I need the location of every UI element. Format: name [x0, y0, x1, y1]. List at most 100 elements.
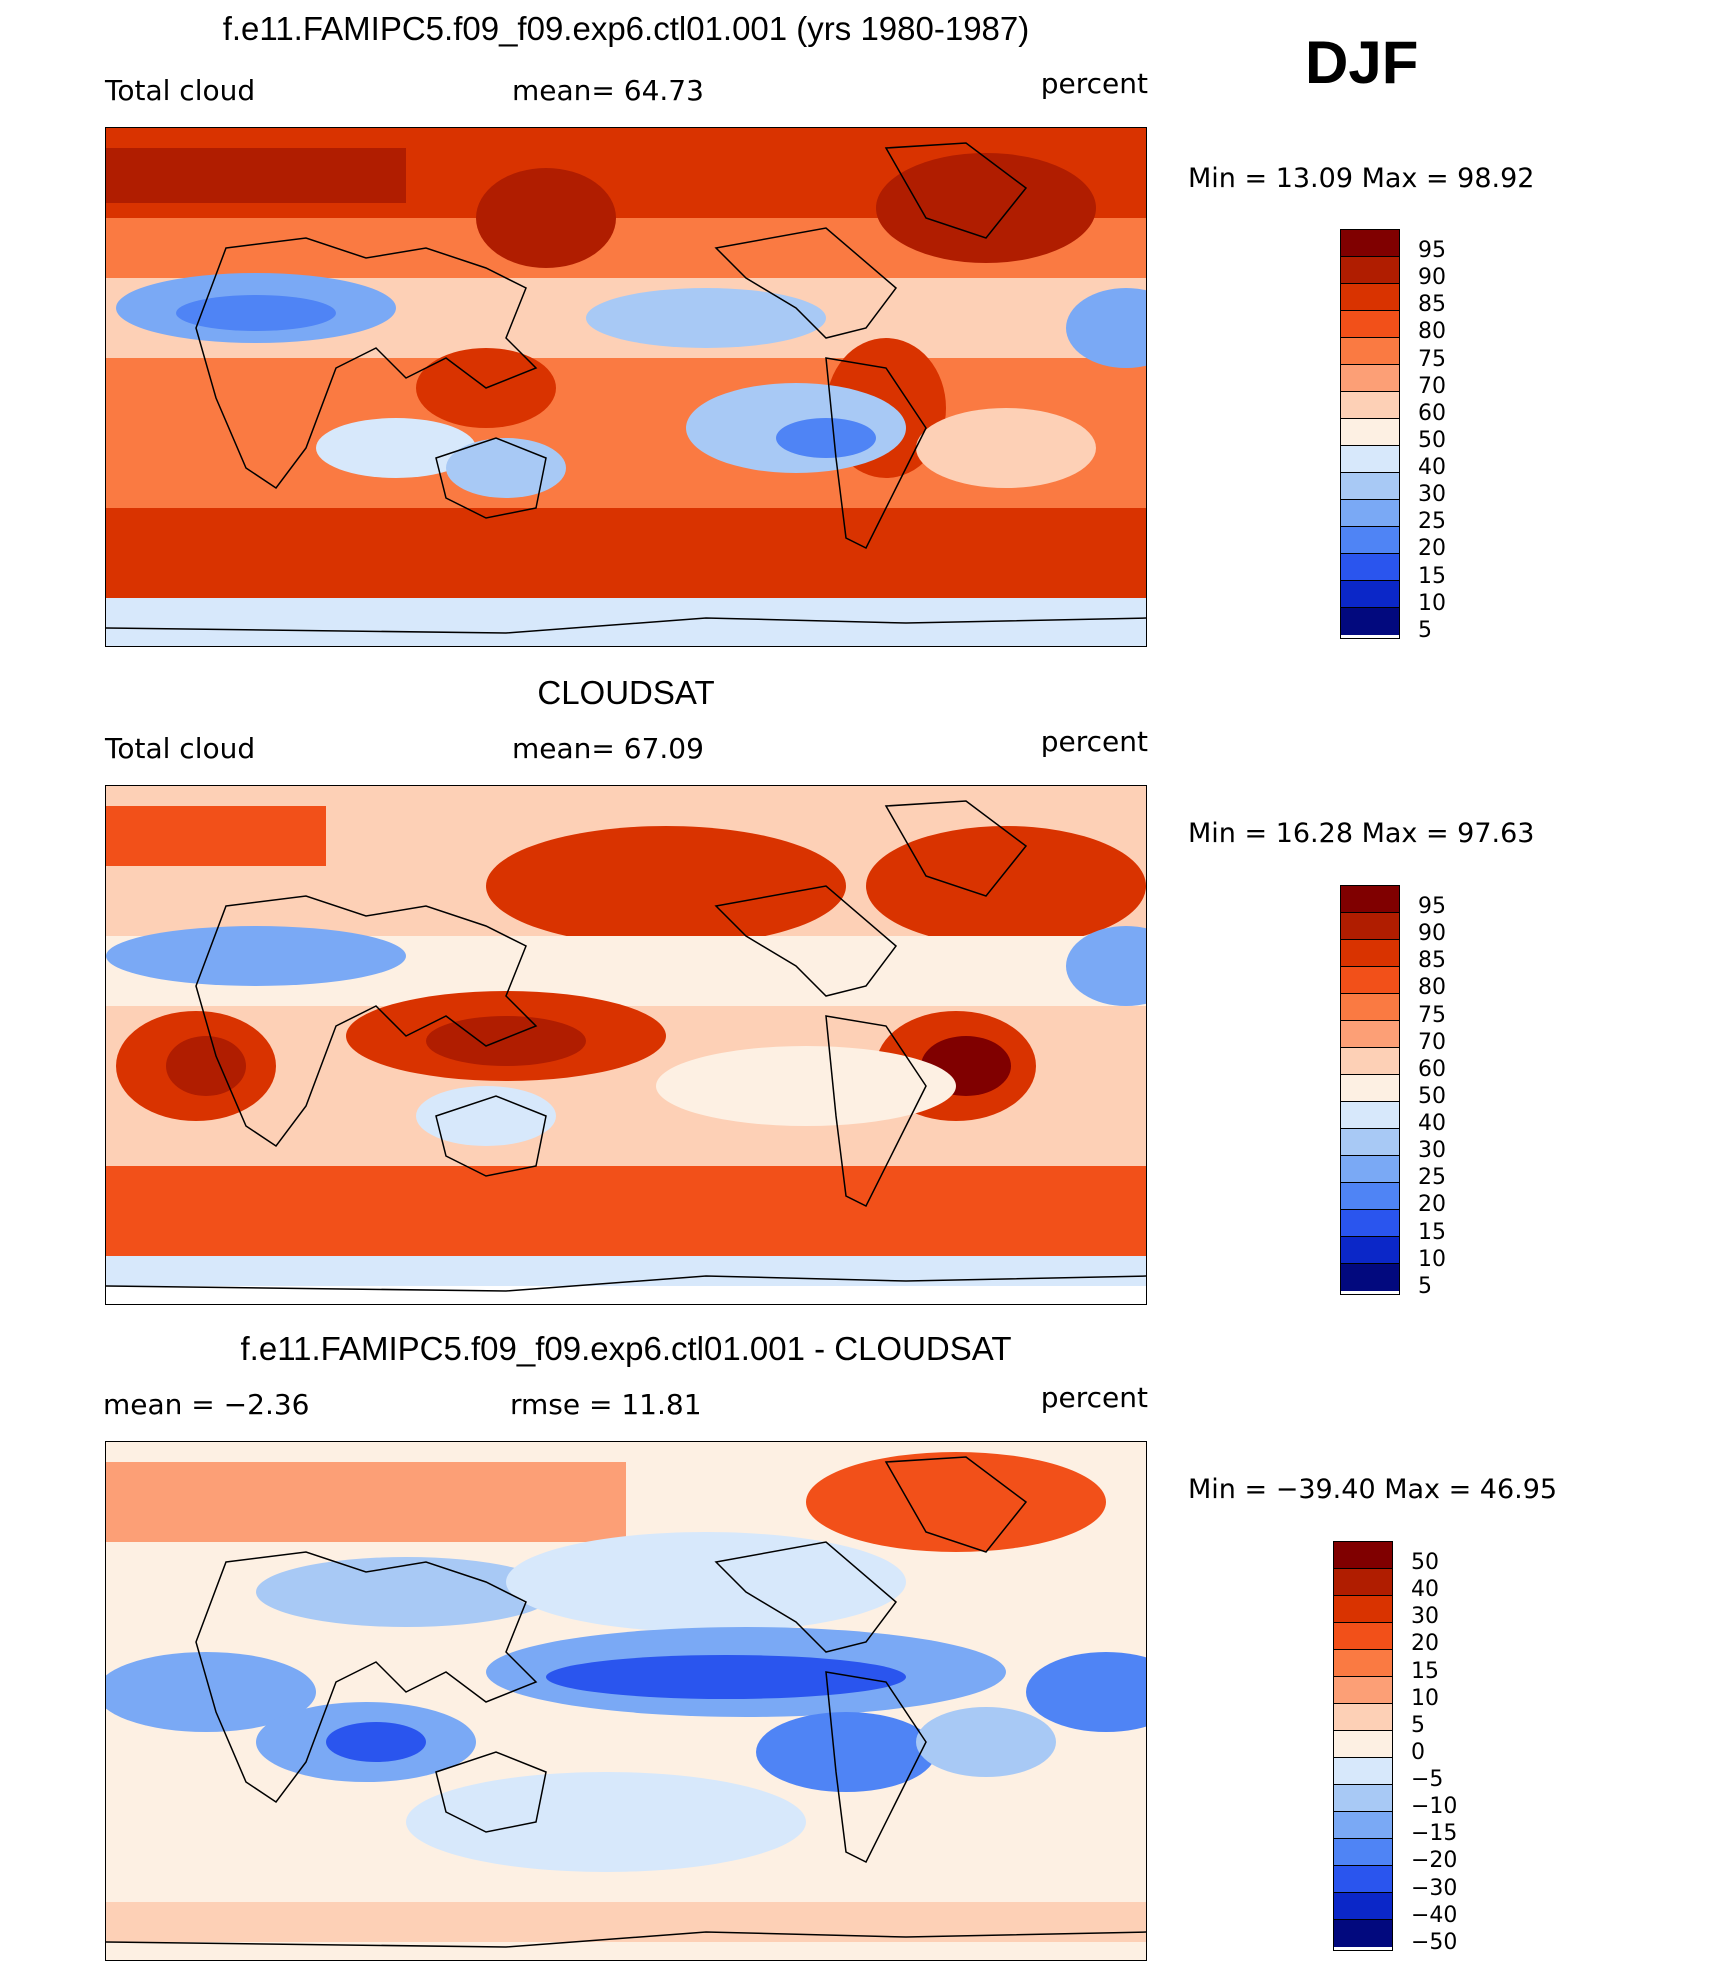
colorbar-label: 40 [1418, 455, 1446, 481]
colorbar-swatch [1334, 1920, 1392, 1947]
panel-1-contour-field [106, 128, 1146, 646]
panel-1-colorbar [1340, 229, 1400, 639]
panel-2-mean: mean= 67.09 [512, 732, 704, 765]
colorbar-label: 80 [1418, 319, 1446, 345]
colorbar-label: 20 [1418, 536, 1446, 562]
colorbar-swatch [1334, 1812, 1392, 1839]
colorbar-label: 95 [1418, 238, 1446, 263]
panel-3-map [105, 1441, 1147, 1961]
colorbar-swatch [1334, 1758, 1392, 1785]
panel-1-title: f.e11.FAMIPC5.f09_f09.exp6.ctl01.001 (yr… [222, 10, 1030, 47]
panel-1-units: percent [1040, 67, 1148, 100]
colorbar-label: 85 [1418, 292, 1446, 318]
colorbar-swatch [1341, 608, 1399, 635]
colorbar-label: 30 [1418, 482, 1446, 508]
colorbar-swatch [1341, 473, 1399, 500]
colorbar-label: 70 [1418, 373, 1446, 399]
colorbar-label: 20 [1418, 1192, 1446, 1218]
panel-2-title: CLOUDSAT [537, 674, 715, 711]
panel-3-mean: mean = −2.36 [103, 1388, 310, 1421]
colorbar-swatch [1341, 994, 1399, 1021]
colorbar-swatch [1341, 1210, 1399, 1237]
colorbar-label: 85 [1418, 948, 1446, 974]
colorbar-swatch [1341, 257, 1399, 284]
colorbar-swatch [1341, 446, 1399, 473]
panel-3-contour-field [106, 1442, 1146, 1960]
colorbar-swatch [1341, 1075, 1399, 1102]
colorbar-swatch [1334, 1596, 1392, 1623]
colorbar-swatch [1341, 967, 1399, 994]
colorbar-swatch [1334, 1704, 1392, 1731]
panel-3-rmse: rmse = 11.81 [510, 1388, 702, 1421]
colorbar-swatch [1341, 554, 1399, 581]
colorbar-swatch [1341, 500, 1399, 527]
colorbar-swatch [1341, 581, 1399, 608]
colorbar-label: −10 [1411, 1794, 1458, 1820]
panel-2-contour-field [106, 786, 1146, 1304]
panel-3-colorbar [1333, 1541, 1393, 1951]
colorbar-swatch [1334, 1785, 1392, 1812]
colorbar-swatch [1341, 338, 1399, 365]
colorbar-label: 90 [1418, 921, 1446, 947]
colorbar-label: 90 [1418, 265, 1446, 291]
colorbar-swatch [1341, 886, 1399, 913]
colorbar-label: 5 [1411, 1712, 1425, 1738]
colorbar-label: 25 [1418, 1165, 1446, 1191]
colorbar-swatch [1334, 1650, 1392, 1677]
colorbar-swatch [1341, 365, 1399, 392]
colorbar-swatch [1341, 1237, 1399, 1264]
colorbar-label: 95 [1418, 894, 1446, 919]
panel-3-title: f.e11.FAMIPC5.f09_f09.exp6.ctl01.001 - C… [240, 1330, 1012, 1367]
colorbar-swatch [1334, 1623, 1392, 1650]
colorbar-swatch [1341, 1183, 1399, 1210]
colorbar-label: 25 [1418, 509, 1446, 535]
colorbar-label: 75 [1418, 1002, 1446, 1028]
colorbar-swatch [1341, 311, 1399, 338]
colorbar-label: 30 [1411, 1604, 1439, 1630]
colorbar-swatch [1341, 1156, 1399, 1183]
colorbar-swatch [1334, 1866, 1392, 1893]
colorbar-label: 30 [1418, 1138, 1446, 1164]
colorbar-swatch [1341, 284, 1399, 311]
colorbar-swatch [1341, 913, 1399, 940]
colorbar-swatch [1341, 1264, 1399, 1291]
colorbar-label: 60 [1418, 400, 1446, 426]
panel-1-variable: Total cloud [105, 74, 256, 107]
colorbar-label: 80 [1418, 975, 1446, 1001]
colorbar-swatch [1334, 1569, 1392, 1596]
colorbar-label: 60 [1418, 1056, 1446, 1082]
season-label: DJF [1305, 29, 1419, 96]
panel-2-variable: Total cloud [105, 732, 256, 765]
colorbar-label: −15 [1411, 1821, 1458, 1847]
colorbar-label: 50 [1411, 1550, 1439, 1575]
colorbar-label: 10 [1418, 1246, 1446, 1272]
colorbar-swatch [1334, 1893, 1392, 1920]
colorbar-label: 5 [1418, 617, 1432, 643]
colorbar-swatch [1341, 1021, 1399, 1048]
panel-3-units: percent [1040, 1381, 1148, 1414]
panel-2-map [105, 785, 1147, 1305]
colorbar-label: 0 [1411, 1739, 1425, 1765]
colorbar-swatch [1341, 392, 1399, 419]
colorbar-label: 40 [1411, 1577, 1439, 1603]
colorbar-label: 5 [1418, 1273, 1432, 1299]
colorbar-swatch [1334, 1542, 1392, 1569]
colorbar-label: 10 [1418, 590, 1446, 616]
colorbar-label: −20 [1411, 1848, 1458, 1874]
colorbar-swatch [1341, 1048, 1399, 1075]
colorbar-label: −5 [1411, 1767, 1444, 1793]
colorbar-label: 70 [1418, 1029, 1446, 1055]
colorbar-swatch [1334, 1839, 1392, 1866]
panel-1-minmax: Min = 13.09 Max = 98.92 [1188, 163, 1535, 194]
panel-1-mean: mean= 64.73 [512, 74, 704, 107]
colorbar-swatch [1341, 230, 1399, 257]
colorbar-swatch [1341, 940, 1399, 967]
colorbar-swatch [1341, 1129, 1399, 1156]
colorbar-label: −50 [1411, 1929, 1458, 1955]
colorbar-swatch [1334, 1731, 1392, 1758]
colorbar-label: 50 [1418, 1083, 1446, 1109]
panel-2-units: percent [1040, 725, 1148, 758]
colorbar-label: 40 [1418, 1111, 1446, 1137]
panel-3-minmax: Min = −39.40 Max = 46.95 [1188, 1474, 1558, 1505]
colorbar-label: 75 [1418, 346, 1446, 372]
